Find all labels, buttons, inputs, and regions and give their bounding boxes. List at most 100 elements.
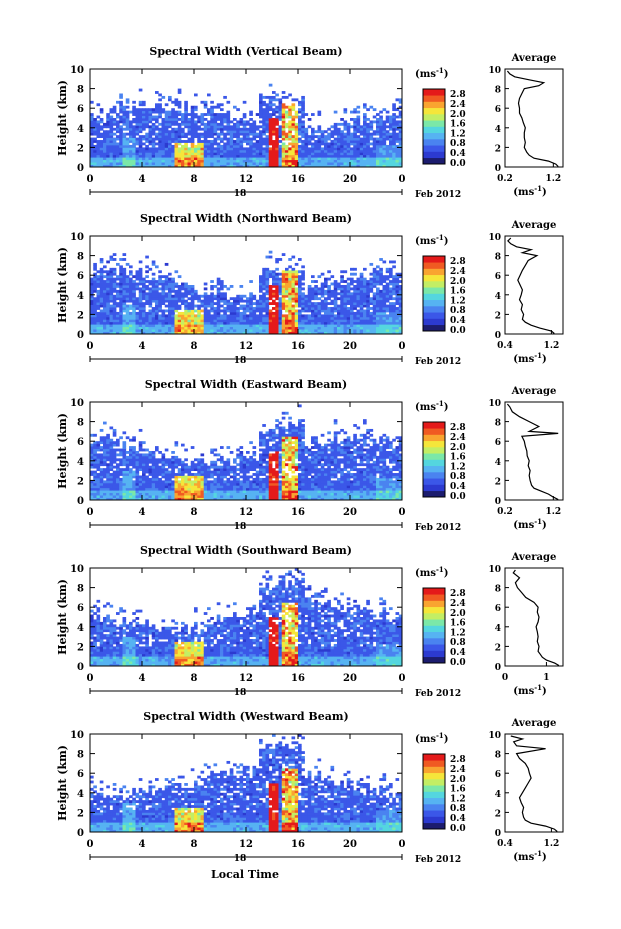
heatmap-cell bbox=[369, 154, 374, 158]
heatmap-cell bbox=[363, 277, 367, 281]
heatmap-cell bbox=[132, 309, 136, 313]
heatmap-cell bbox=[187, 289, 192, 293]
heatmap-cell bbox=[359, 154, 364, 158]
heatmap-cell bbox=[255, 309, 260, 313]
heatmap-cell bbox=[90, 125, 94, 129]
heatmap-cell bbox=[168, 277, 172, 281]
heatmap-cell bbox=[220, 287, 224, 291]
heatmap-cell bbox=[138, 144, 143, 148]
heatmap-cell bbox=[366, 152, 370, 156]
heatmap-cell bbox=[125, 463, 130, 467]
heatmap-cell bbox=[359, 314, 364, 318]
heatmap-cell bbox=[116, 480, 120, 484]
heatmap-cell bbox=[164, 137, 169, 141]
heatmap-cell bbox=[145, 137, 149, 141]
heatmap-cell bbox=[278, 326, 283, 330]
heatmap-cell bbox=[197, 294, 201, 298]
heatmap-cell bbox=[369, 164, 374, 168]
heatmap-cell bbox=[262, 277, 266, 281]
heatmap-cell bbox=[200, 468, 205, 471]
heatmap-cell bbox=[398, 157, 403, 161]
heatmap-cell bbox=[242, 130, 247, 134]
heatmap-cell bbox=[301, 292, 305, 296]
heatmap-cell bbox=[90, 453, 94, 457]
heatmap-cell bbox=[398, 275, 403, 279]
heatmap-cell bbox=[317, 304, 322, 308]
heatmap-cell bbox=[194, 149, 198, 153]
heatmap-cell bbox=[210, 140, 214, 143]
heatmap-cell bbox=[158, 314, 162, 318]
heatmap-cell bbox=[129, 497, 133, 501]
heatmap-cell bbox=[197, 140, 201, 143]
heatmap-cell bbox=[320, 130, 325, 134]
heatmap-cell bbox=[145, 270, 149, 274]
heatmap-cell bbox=[103, 321, 107, 325]
heatmap-cell bbox=[262, 331, 266, 335]
heatmap-cell bbox=[353, 127, 357, 131]
heatmap-cell bbox=[392, 309, 396, 313]
heatmap-cell bbox=[314, 280, 318, 283]
heatmap-cell bbox=[90, 463, 94, 467]
heatmap-cell bbox=[369, 314, 374, 318]
heatmap-cell bbox=[304, 309, 309, 313]
heatmap-cell bbox=[252, 157, 257, 161]
heatmap-cell bbox=[190, 329, 195, 332]
heatmap-cell bbox=[116, 159, 120, 163]
heatmap-cell bbox=[369, 285, 374, 288]
heatmap-cell bbox=[142, 137, 146, 141]
heatmap-cell bbox=[324, 147, 328, 151]
heatmap-cell bbox=[122, 477, 127, 481]
heatmap-cell bbox=[96, 307, 101, 310]
heatmap-cell bbox=[343, 120, 348, 124]
heatmap-cell bbox=[122, 321, 127, 325]
heatmap-cell bbox=[398, 140, 403, 143]
heatmap-cell bbox=[213, 329, 218, 332]
heatmap-cell bbox=[330, 130, 335, 134]
heatmap-cell bbox=[236, 329, 240, 332]
heatmap-cell bbox=[356, 164, 361, 168]
heatmap-cell bbox=[298, 270, 302, 274]
heatmap-cell bbox=[226, 115, 231, 119]
heatmap-cell bbox=[145, 324, 149, 328]
heatmap-cell bbox=[187, 132, 192, 136]
heatmap-cell bbox=[304, 297, 309, 301]
heatmap-cell bbox=[294, 115, 299, 119]
heatmap-cell bbox=[161, 287, 166, 291]
heatmap-cell bbox=[333, 299, 338, 303]
heatmap-cell bbox=[174, 326, 179, 330]
heatmap-cell bbox=[155, 463, 159, 467]
heatmap-cell bbox=[106, 142, 110, 146]
heatmap-cell bbox=[356, 319, 361, 323]
heatmap-cell bbox=[398, 144, 403, 148]
heatmap-cell bbox=[90, 122, 94, 126]
heatmap-cell bbox=[122, 267, 127, 271]
heatmap-cell bbox=[281, 154, 286, 158]
heatmap-cell bbox=[392, 140, 396, 143]
heatmap-cell bbox=[125, 321, 130, 325]
heatmap-cell bbox=[398, 321, 403, 325]
heatmap-cell bbox=[239, 132, 244, 136]
heatmap-cell bbox=[382, 154, 387, 158]
heatmap-cell bbox=[187, 292, 192, 296]
heatmap-cell bbox=[363, 132, 367, 136]
heatmap-cell bbox=[252, 162, 257, 165]
heatmap-cell bbox=[356, 282, 361, 286]
heatmap-cell bbox=[213, 159, 218, 163]
heatmap-cell bbox=[112, 448, 117, 452]
heatmap-cell bbox=[93, 280, 97, 283]
heatmap-cell bbox=[291, 267, 296, 271]
heatmap-cell bbox=[301, 120, 305, 124]
heatmap-cell bbox=[96, 282, 101, 286]
heatmap-cell bbox=[90, 497, 94, 501]
heatmap-cell bbox=[155, 132, 159, 136]
heatmap-cell bbox=[109, 460, 114, 464]
heatmap-cell bbox=[213, 115, 218, 119]
heatmap-cell bbox=[255, 162, 260, 165]
heatmap-cell bbox=[187, 287, 192, 291]
heatmap-cell bbox=[252, 316, 257, 320]
heatmap-cell bbox=[168, 463, 172, 467]
heatmap-cell bbox=[174, 495, 179, 498]
heatmap-cell bbox=[298, 152, 302, 156]
heatmap-cell bbox=[155, 497, 159, 501]
heatmap-cell bbox=[155, 297, 159, 301]
